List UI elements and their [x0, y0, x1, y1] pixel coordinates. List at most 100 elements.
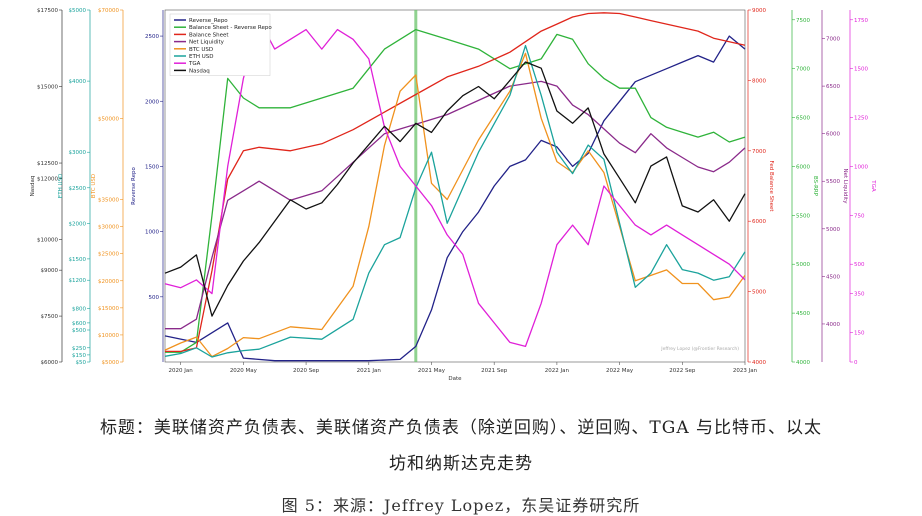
axis-tick-label-nasdaq: $9000: [41, 268, 59, 274]
axis-tick-label-eth: $4000: [69, 79, 87, 85]
axis-tick-label-fed_bs: 7000: [752, 149, 766, 155]
axis-tick-label-nasdaq: $15000: [37, 85, 58, 91]
legend-box: [169, 13, 271, 76]
liquidity-chart: $6000$7500$9000$10000$12000$12500$15000$…: [30, 8, 876, 382]
axis-tick-label-bs_minus_rr: 5000: [796, 262, 810, 268]
axis-tick-label-eth: $2000: [69, 221, 87, 227]
plot-frame: [164, 9, 746, 363]
axis-tick-label-fed_bs: 4000: [752, 360, 766, 366]
series-line-eth-usd: [164, 44, 746, 358]
watermark: Jeffrey Lopez (@Frontier Research): [660, 346, 739, 352]
axis-tick-label-reverse_repo: 2500: [145, 34, 159, 40]
axis-tick-label-bs_minus_rr: 4500: [796, 311, 810, 317]
axis-tick-label-eth: $5000: [69, 8, 87, 14]
axis-tick-label-btc: $5000: [102, 360, 120, 366]
x-tick-label: 2022 May: [606, 368, 634, 374]
x-tick-label: 2022 Sep: [669, 368, 696, 374]
x-axis-title: Date: [448, 376, 462, 382]
x-tick-label: 2022 Jan: [545, 368, 570, 374]
axis-tick-label-btc: $50000: [98, 116, 119, 122]
chart-caption-line-1: 标题：美联储资产负债表、美联储资产负债表（除逆回购）、逆回购、TGA 与比特币、…: [99, 418, 823, 438]
axis-tick-label-tga: 0: [854, 360, 858, 366]
axis-title-bs_minus_rr: BS-RRP: [812, 176, 818, 197]
axis-title-eth: ETH USD: [58, 174, 64, 198]
axis-tick-label-btc: $35000: [98, 198, 119, 204]
axis-title-net_liq: Net Liquidity: [842, 169, 848, 205]
axis-tick-label-net_liq: 6000: [826, 132, 840, 138]
axis-title-reverse_repo: Reverse Repo: [131, 167, 137, 205]
axis-tick-label-bs_minus_rr: 7500: [796, 18, 810, 24]
legend-label: Net Liquidity: [189, 40, 225, 46]
axis-tick-label-btc: $10000: [98, 333, 119, 339]
axis-tick-label-tga: 1250: [854, 116, 868, 122]
axis-tick-label-fed_bs: 6000: [752, 219, 766, 225]
axis-tick-label-btc: $25000: [98, 252, 119, 258]
axis-tick-label-btc: $15000: [98, 306, 119, 312]
series-line-reverse-repo: [164, 35, 746, 362]
legend-label: Balance Sheet: [189, 32, 229, 38]
figure-source-note: 图 5：来源：Jeffrey Lopez，东吴证券研究所: [281, 496, 641, 515]
axis-tick-label-fed_bs: 5000: [752, 290, 766, 296]
axis-tick-label-nasdaq: $6000: [41, 360, 59, 366]
axis-tick-label-net_liq: 7000: [826, 37, 840, 43]
axis-tick-label-eth: $800: [72, 307, 86, 313]
axis-tick-label-eth: $3000: [69, 150, 87, 156]
series-line-balance-sheet-reverse-repo: [165, 28, 746, 353]
x-tick-label: 2021 May: [418, 368, 446, 374]
chart-caption-line-2: 坊和纳斯达克走势: [389, 454, 533, 474]
axis-tick-label-tga: 350: [854, 292, 865, 298]
axis-tick-label-eth: $600: [72, 321, 86, 327]
axis-tick-label-net_liq: 5500: [826, 179, 840, 185]
legend-label: TGA: [188, 61, 201, 67]
axis-title-nasdaq: Nasdaq: [30, 176, 36, 197]
axis-tick-label-tga: 1750: [854, 18, 868, 24]
axis-tick-label-eth: $2500: [69, 186, 87, 192]
legend-label: Nasdaq: [189, 68, 210, 74]
axis-tick-label-eth: $150: [72, 353, 86, 359]
axis-title-tga: TGA: [870, 179, 876, 192]
axis-tick-label-eth: $1200: [69, 278, 87, 284]
axis-tick-label-net_liq: 4500: [826, 274, 840, 280]
x-tick-label: 2021 Jan: [357, 368, 382, 374]
axis-tick-label-tga: 1500: [854, 67, 868, 73]
axis-tick-label-net_liq: 6500: [826, 84, 840, 90]
axis-tick-label-reverse_repo: 1500: [145, 164, 159, 170]
x-tick-label: 2020 Sep: [293, 368, 320, 374]
axis-tick-label-bs_minus_rr: 5500: [796, 213, 810, 219]
axis-tick-label-btc: $70000: [98, 8, 119, 14]
axis-tick-label-eth: $1500: [69, 257, 87, 263]
axis-tick-label-eth: $500: [72, 328, 86, 334]
axis-tick-label-tga: 1000: [854, 164, 868, 170]
axis-tick-label-tga: 500: [854, 262, 865, 268]
axis-tick-label-tga: 750: [854, 213, 865, 219]
series-line-balance-sheet: [165, 12, 746, 353]
axis-tick-label-nasdaq: $17500: [37, 8, 58, 14]
legend-label: ETH USD: [189, 54, 213, 60]
axis-tick-label-net_liq: 4000: [826, 322, 840, 328]
axis-tick-label-reverse_repo: 2000: [145, 99, 159, 105]
x-tick-label: 2020 May: [230, 368, 258, 374]
axis-title-fed_bs: Fed Balance Sheet: [768, 160, 774, 212]
x-tick-label: 2023 Jan: [733, 368, 758, 374]
axis-tick-label-bs_minus_rr: 7000: [796, 67, 810, 73]
axis-tick-label-eth: $50: [76, 360, 87, 366]
series-line-nasdaq: [164, 61, 746, 317]
axis-tick-label-btc: $30000: [98, 225, 119, 231]
legend-label: Balance Sheet - Reverse Repo: [189, 25, 272, 31]
axis-tick-label-bs_minus_rr: 4000: [796, 360, 810, 366]
axis-tick-label-fed_bs: 8000: [752, 78, 766, 84]
axis-tick-label-nasdaq: $12500: [37, 161, 58, 167]
series-line-net-liquidity: [165, 80, 746, 330]
x-tick-label: 2020 Jan: [169, 368, 194, 374]
axis-tick-label-nasdaq: $12000: [37, 176, 58, 182]
axis-tick-label-reverse_repo: 500: [149, 295, 160, 301]
series-line-btc-usd: [164, 52, 746, 358]
axis-title-btc: BTC USD: [91, 174, 97, 198]
axis-tick-label-nasdaq: $7500: [41, 314, 59, 320]
axis-tick-label-nasdaq: $10000: [37, 238, 58, 244]
legend-label: Reverse_Repo: [189, 18, 228, 24]
axis-tick-label-bs_minus_rr: 6500: [796, 116, 810, 122]
axis-tick-label-btc: $20000: [98, 279, 119, 285]
axis-tick-label-net_liq: 5000: [826, 227, 840, 233]
legend-label: BTC USD: [189, 47, 213, 53]
